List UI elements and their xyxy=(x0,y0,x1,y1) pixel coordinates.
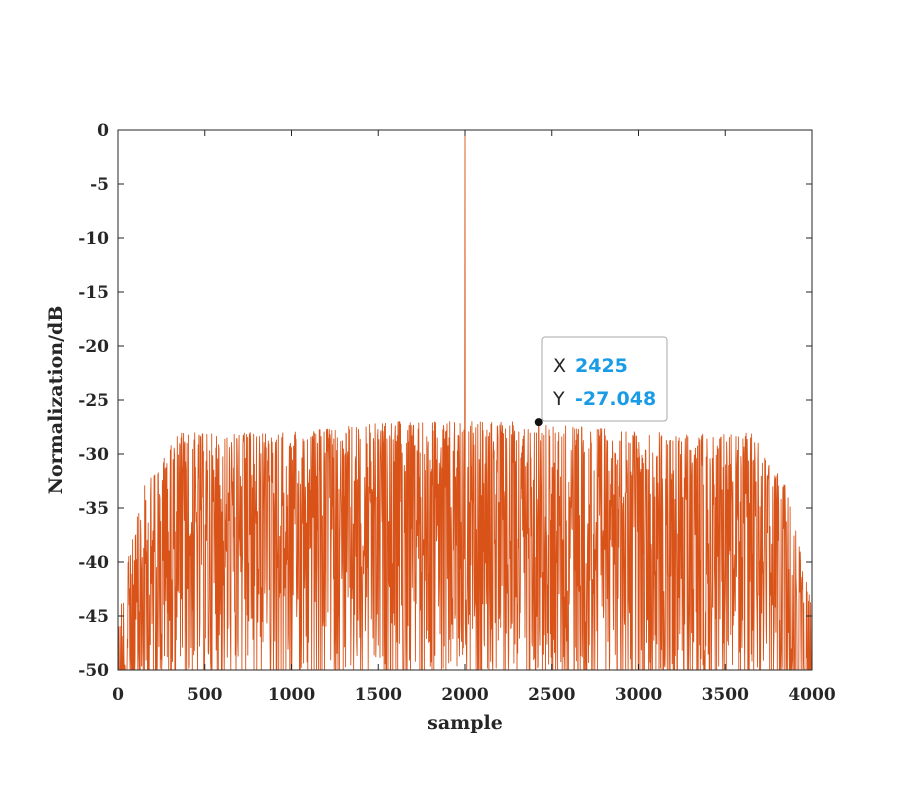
y-tick-label: -30 xyxy=(78,445,109,465)
datatip-x-value: 2425 xyxy=(575,355,628,377)
x-tick-label: 4000 xyxy=(788,685,835,705)
datatip[interactable]: X 2425 Y -27.048 xyxy=(534,336,668,427)
y-tick-label: -45 xyxy=(78,607,109,627)
y-tick-label: -35 xyxy=(78,499,109,519)
y-tick-label: -50 xyxy=(78,661,109,681)
y-tick-label: -40 xyxy=(78,553,109,573)
y-axis-title: Normalization/dB xyxy=(45,306,67,495)
x-tick-label: 2000 xyxy=(441,685,488,705)
y-tick-label: -10 xyxy=(78,229,109,249)
series-line xyxy=(117,129,813,671)
datatip-box xyxy=(541,336,668,422)
x-axis-title: sample xyxy=(427,712,503,734)
datatip-marker[interactable] xyxy=(534,418,543,427)
y-tick-label: -25 xyxy=(78,391,109,411)
x-tick-label: 0 xyxy=(112,685,124,705)
x-tick-label: 3000 xyxy=(615,685,662,705)
x-tick-label: 500 xyxy=(187,685,223,705)
datatip-y-key: Y xyxy=(552,388,565,410)
y-tick-label: -5 xyxy=(90,175,109,195)
x-tick-label: 2500 xyxy=(528,685,575,705)
x-tick-label: 1000 xyxy=(268,685,315,705)
datatip-x-key: X xyxy=(553,355,566,377)
x-tick-label: 3500 xyxy=(702,685,749,705)
y-tick-label: -20 xyxy=(78,337,109,357)
series-layer xyxy=(117,129,813,671)
y-tick-label: -15 xyxy=(78,283,109,303)
ticks-layer: 0 500 1000 1500 2000 2500 3000 3500 4000 0 -5 -10 -1… xyxy=(78,121,836,705)
datatip-y-value: -27.048 xyxy=(575,388,656,410)
x-tick-label: 1500 xyxy=(355,685,402,705)
y-tick-label: 0 xyxy=(97,121,109,141)
